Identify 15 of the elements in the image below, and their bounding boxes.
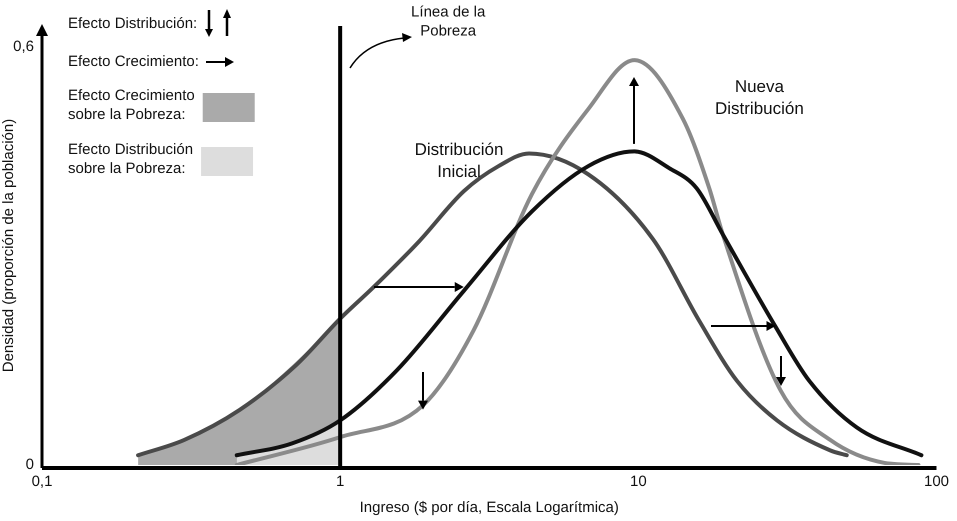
x-tick-label: 1 xyxy=(336,473,344,490)
x-axis-title: Ingreso ($ por día, Escala Logarítmica) xyxy=(360,499,619,516)
annotation: Nueva Distribución xyxy=(714,76,804,118)
y-tick-label: 0 xyxy=(26,456,34,474)
x-tick-label: 0,1 xyxy=(32,473,52,490)
x-tick-label: 10 xyxy=(630,473,647,490)
annotation: Efecto Distribución: xyxy=(68,14,198,32)
annotation: Distribución Inicial xyxy=(414,140,504,182)
ref-line-label: Línea de la Pobreza xyxy=(411,4,486,40)
x-tick-label: 100 xyxy=(924,473,949,490)
y-axis-title: Densidad (proporción de la población) xyxy=(0,118,18,372)
annotation: Efecto Crecimiento: xyxy=(68,52,199,71)
legend-label: Efecto Crecimiento sobre la Pobreza: xyxy=(68,87,195,123)
y-tick-label: 0,6 xyxy=(13,38,34,56)
legend-label: Efecto Distribución sobre la Pobreza: xyxy=(68,141,194,177)
